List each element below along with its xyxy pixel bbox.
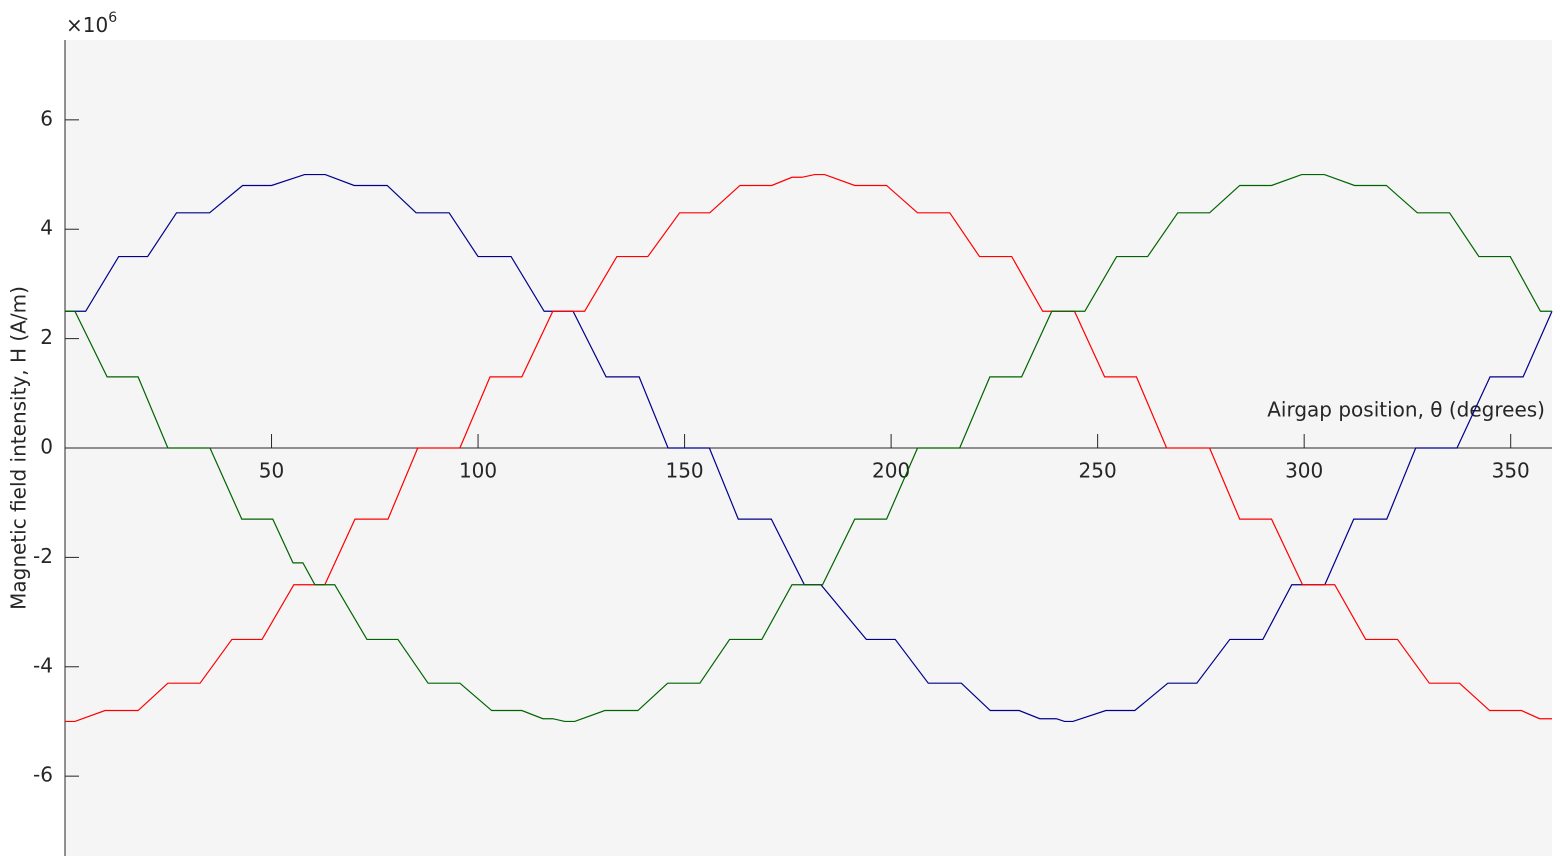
y-tick-label: 2 (40, 325, 53, 349)
x-tick-label: 300 (1285, 459, 1323, 483)
x-axis-label: Airgap position, θ (degrees) (1267, 398, 1545, 422)
x-tick-label: 150 (665, 459, 703, 483)
series-line (65, 173, 1552, 723)
series-line (65, 173, 1552, 723)
x-tick-label: 250 (1079, 459, 1117, 483)
y-tick-label: 4 (40, 216, 53, 240)
y-axis-label: Magnetic field intensity, H (A/m) (7, 286, 31, 610)
x-tick-label: 50 (259, 459, 284, 483)
y-tick-label: 0 (40, 435, 53, 459)
y-tick-label: -6 (33, 763, 53, 787)
y-multiplier: ×106 (66, 10, 117, 37)
y-multiplier-base: ×10 (66, 13, 108, 37)
y-multiplier-power: 6 (108, 10, 117, 26)
y-tick-label: -4 (33, 653, 53, 677)
x-tick-label: 350 (1492, 459, 1530, 483)
y-tick-label: 6 (40, 106, 53, 130)
y-tick-label: -2 (33, 544, 53, 568)
x-tick-label: 100 (459, 459, 497, 483)
